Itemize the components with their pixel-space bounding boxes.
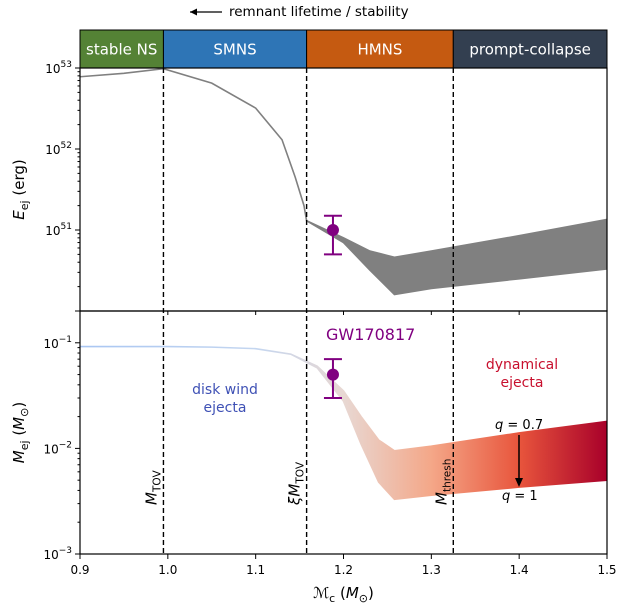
mass-panel <box>80 345 607 501</box>
energy-ytick-label-0: 1051 <box>45 222 72 238</box>
dynamical-label-line2: ejecta <box>501 375 544 391</box>
energy-panel <box>80 68 607 296</box>
energy-ytick-label-1: 1052 <box>45 141 72 157</box>
mass-gw-point <box>323 358 342 400</box>
mass-ytick-label-0: 10−3 <box>43 546 72 562</box>
x-axis-label: ℳc (M⊙) <box>313 584 374 605</box>
region-label-1: SMNS <box>213 41 256 59</box>
threshold-label-1: ξMTOV <box>286 461 307 506</box>
q-arrow <box>515 435 523 487</box>
threshold-label-2: Mthresh <box>432 459 453 505</box>
xtick-label-2: 1.1 <box>246 563 265 577</box>
mass-ytick-label-2: 10−1 <box>43 335 72 351</box>
xtick-label-3: 1.2 <box>334 563 353 577</box>
lifetime-arrow-label: remnant lifetime / stability <box>229 4 409 20</box>
energy-gw-point <box>323 214 342 256</box>
gw170817-label: GW170817 <box>326 325 415 344</box>
energy-axis-label: Eej (erg) <box>10 159 31 219</box>
mass-axis-label: Mej (M⊙) <box>10 402 31 463</box>
axes: 1051 1052 1053 10−3 10−2 10−1 0.9 1.0 1.1 1.2 1.3 1… <box>10 60 617 605</box>
dynamical-label-line1: dynamical <box>486 357 558 373</box>
xtick-label-4: 1.3 <box>422 563 441 577</box>
region-band-3 <box>452 29 608 69</box>
threshold-label-0: MTOV <box>142 470 163 505</box>
region-label-2: HMNS <box>357 41 402 59</box>
energy-ytick-label-2: 1053 <box>45 60 72 76</box>
mass-ytick-label-1: 10−2 <box>43 440 72 456</box>
region-label-3: prompt-collapse <box>469 41 590 59</box>
disk-wind-label-line1: disk wind <box>192 382 258 398</box>
q-bottom-label: q = 1 <box>502 489 538 504</box>
mass-gw-point-marker <box>326 368 339 381</box>
energy-band-0 <box>80 68 607 296</box>
region-label-0: stable NS <box>86 41 157 59</box>
disk-wind-label-line2: ejecta <box>204 400 247 416</box>
mass-band-0 <box>80 345 607 501</box>
xtick-label-6: 1.5 <box>597 563 616 577</box>
q-top-label: q = 0.7 <box>495 418 543 433</box>
xtick-label-1: 1.0 <box>158 563 177 577</box>
xtick-label-5: 1.4 <box>510 563 529 577</box>
lifetime-arrow: remnant lifetime / stability <box>190 4 409 20</box>
region-band-1 <box>162 29 308 69</box>
region-bands: stable NS SMNS HMNS prompt-collapse <box>79 29 608 69</box>
xtick-label-0: 0.9 <box>70 563 89 577</box>
energy-gw-point-marker <box>326 224 339 236</box>
